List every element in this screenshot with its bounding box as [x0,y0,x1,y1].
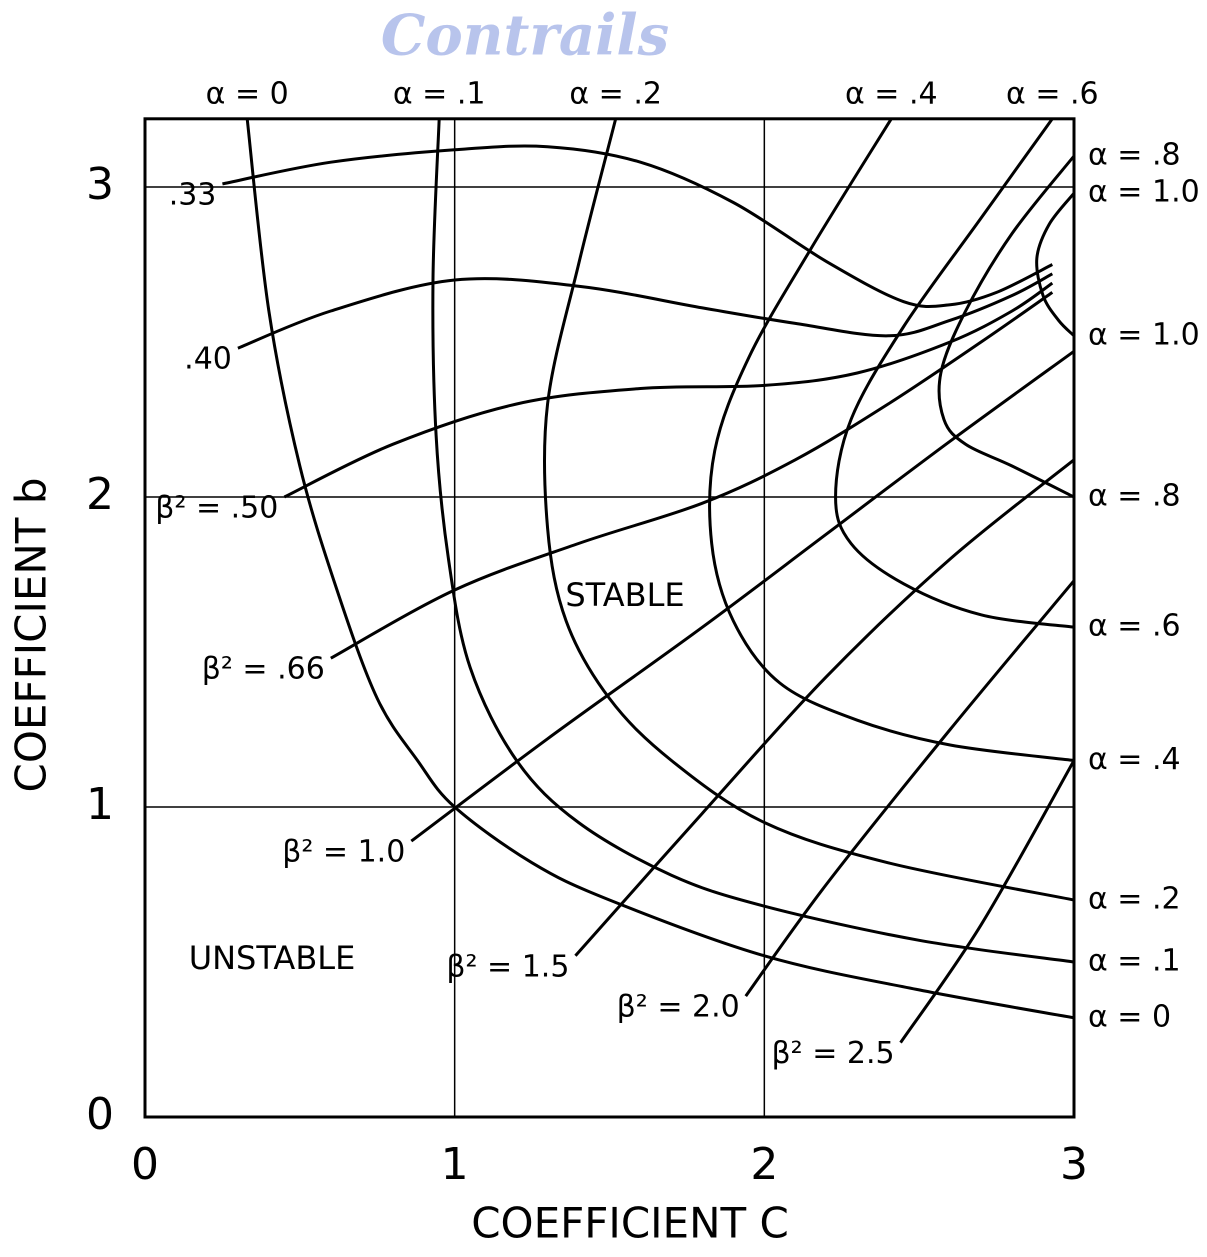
curve [744,579,1076,997]
curve [330,291,1054,660]
series-label: β² = 2.5 [771,1036,894,1071]
series-label: α = 1.0 [1088,317,1200,352]
y-tick-label: 1 [86,779,114,830]
x-tick-label: 2 [750,1139,778,1190]
y-tick-label: 0 [86,1089,114,1140]
series-label: α = .8 [1088,479,1181,514]
curve [542,118,1075,902]
series-label: .40 [184,342,232,377]
curve [283,281,1054,499]
series-label: β² = 2.0 [617,990,740,1025]
curve [574,458,1075,957]
curve [1035,192,1076,337]
annotation: UNSTABLE [189,939,356,977]
series-label: α = 1.0 [1088,175,1200,210]
y-axis-label: COEFFICIENT b [7,478,56,793]
curve [222,144,1053,309]
series-label: α = .6 [1088,609,1181,644]
series-label: α = .2 [569,76,662,111]
series-label: α = 0 [206,76,289,111]
series-label: α = .2 [1088,882,1181,917]
series-label: β² = 1.0 [282,835,405,870]
series-label: α = .8 [1088,138,1181,173]
series-label: β² = .66 [202,652,325,687]
x-tick-label: 3 [1060,1139,1088,1190]
curve [431,118,1075,964]
series-label: α = .4 [1088,742,1181,777]
curve [410,350,1075,843]
y-tick-label: 2 [86,469,114,520]
watermark: Contrails [381,3,669,69]
curve [834,117,1075,629]
series-label: β² = 1.5 [446,949,569,984]
annotation: STABLE [565,576,684,614]
series-label: α = 0 [1088,999,1171,1034]
x-tick-label: 1 [441,1139,469,1190]
series-label: α = .6 [1006,76,1099,111]
x-tick-label: 0 [131,1139,159,1190]
series-label: β² = .50 [155,491,278,526]
series-label: α = .1 [393,76,486,111]
x-axis-label: COEFFICIENT C [471,1199,789,1248]
series-label: .33 [169,177,217,212]
curve [708,118,1075,762]
curve [237,272,1054,350]
curve [937,155,1076,499]
curve [245,118,1075,1020]
y-tick-label: 3 [86,159,114,210]
series-label: α = .1 [1088,944,1181,979]
curve [899,759,1076,1044]
series-label: α = .4 [845,76,938,111]
